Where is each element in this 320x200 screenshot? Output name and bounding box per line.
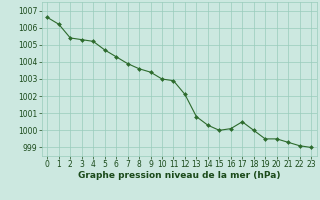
X-axis label: Graphe pression niveau de la mer (hPa): Graphe pression niveau de la mer (hPa) xyxy=(78,171,280,180)
